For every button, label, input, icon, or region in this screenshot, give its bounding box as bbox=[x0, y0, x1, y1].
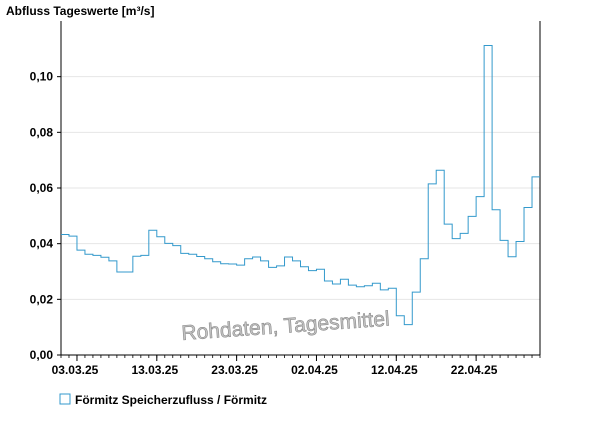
y-tick-label: 0,00 bbox=[30, 348, 54, 362]
y-tick-label: 0,02 bbox=[30, 292, 54, 306]
series-line bbox=[61, 44, 540, 326]
x-tick-label: 22.04.25 bbox=[451, 363, 498, 377]
x-tick-label: 23.03.25 bbox=[211, 363, 258, 377]
watermark: Rohdaten, Tagesmittel bbox=[181, 307, 391, 344]
x-tick-label: 12.04.25 bbox=[371, 363, 418, 377]
y-tick-label: 0,04 bbox=[30, 237, 54, 251]
x-tick-label: 13.03.25 bbox=[131, 363, 178, 377]
x-tick-label: 02.04.25 bbox=[291, 363, 338, 377]
x-tick-label: 03.03.25 bbox=[52, 363, 99, 377]
y-tick-label: 0,06 bbox=[30, 181, 54, 195]
chart-title: Abfluss Tageswerte [m³/s] bbox=[6, 4, 154, 18]
legend-swatch bbox=[59, 393, 71, 405]
series-group bbox=[61, 44, 540, 326]
grid bbox=[61, 76, 540, 300]
ticks: 0,00 0,02 0,04 0,06 0,08 0,10 03.03.25 13.03.25… bbox=[30, 70, 541, 377]
y-tick-label: 0,08 bbox=[30, 125, 54, 139]
legend: Förmitz Speicherzufluss / Förmitz bbox=[59, 393, 267, 407]
legend-label: Förmitz Speicherzufluss / Förmitz bbox=[75, 393, 267, 407]
y-tick-label: 0,10 bbox=[30, 70, 54, 84]
